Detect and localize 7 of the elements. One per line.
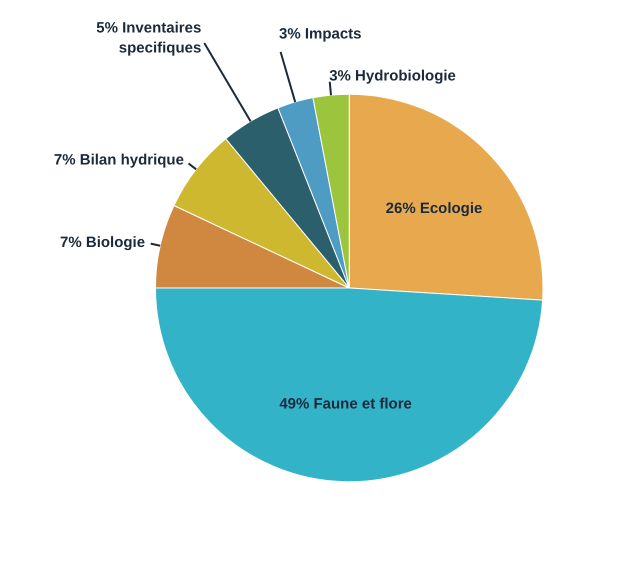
slice-label: 5% Inventaires specifiques <box>96 19 202 57</box>
slice-label: 3% Impacts <box>278 25 362 42</box>
slice-label: 49% Faune et flore <box>279 396 412 413</box>
slice-label: 7% Bilan hydrique <box>54 151 184 168</box>
slice-label: 26% Ecologie <box>386 200 482 217</box>
slice-label: 7% Biologie <box>60 234 146 251</box>
slice-label: 3% Hydrobiologie <box>329 67 456 84</box>
